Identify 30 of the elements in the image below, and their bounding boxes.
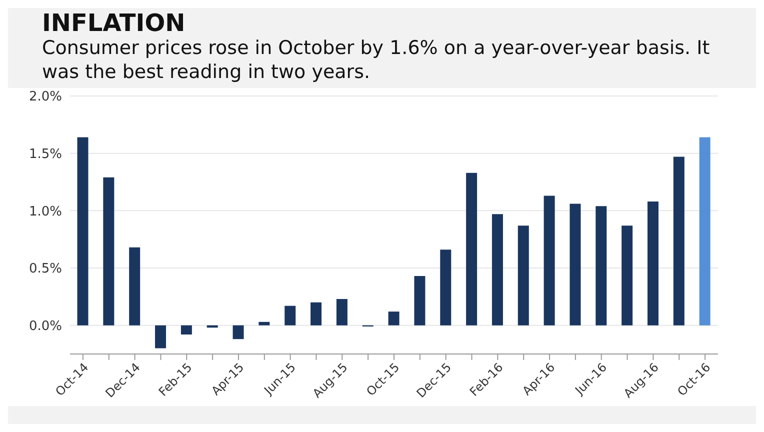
bar: [388, 312, 400, 326]
bar: [258, 322, 270, 326]
bar: [622, 226, 633, 326]
bar: [414, 276, 426, 326]
bar: [336, 298, 348, 326]
y-tick-label: 0.0%: [28, 318, 62, 334]
bar: [544, 196, 555, 326]
bar: [284, 306, 296, 326]
bar: [648, 201, 658, 326]
bar: [129, 247, 140, 326]
bar: [596, 206, 607, 326]
bar: [440, 250, 452, 326]
bar: [155, 325, 166, 348]
bar: [570, 204, 581, 326]
y-tick-label: 0.5%: [28, 262, 62, 277]
bar: [77, 137, 88, 326]
chart-subtitle: Consumer prices rose in October by 1.6% on a year-over-year basis. It was the best reading in two years.: [41, 36, 711, 84]
bar: [180, 325, 192, 335]
y-tick-label: 1.5%: [28, 146, 62, 162]
y-tick-label: 1.0%: [28, 204, 62, 220]
bar: [673, 156, 684, 326]
bar: [492, 214, 503, 326]
bar: [310, 302, 322, 326]
chart-title: INFLATION: [41, 8, 186, 37]
bar: [232, 325, 244, 340]
bar: [699, 137, 710, 326]
y-tick-label: 2.0%: [28, 90, 62, 105]
bar: [103, 177, 114, 326]
bar: [518, 226, 529, 326]
bar: [466, 172, 478, 326]
